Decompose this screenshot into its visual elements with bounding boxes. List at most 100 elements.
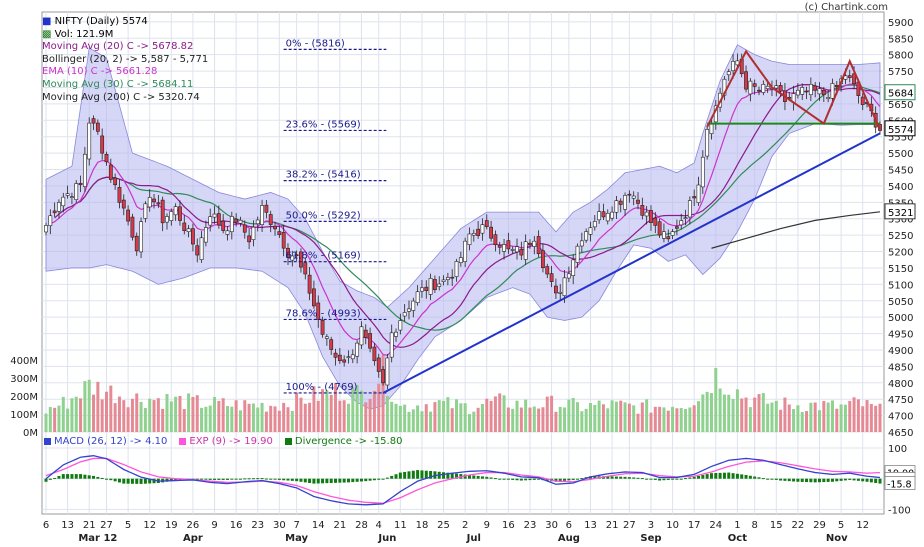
volume-bar	[692, 405, 696, 432]
volume-bar	[351, 386, 355, 432]
divergence-bar	[104, 478, 108, 480]
x-tick-label: 13	[61, 520, 74, 531]
candle-body	[91, 118, 96, 124]
volume-bar	[740, 398, 744, 432]
divergence-bar	[843, 478, 847, 481]
divergence-bar	[238, 478, 242, 480]
y-tick-label: 4700	[888, 412, 913, 423]
candle-body	[48, 215, 53, 227]
divergence-bar	[411, 470, 415, 479]
macd-legend-div: Divergence -> -15.80	[284, 436, 402, 447]
candle-body	[156, 202, 161, 205]
ma30-line	[58, 84, 881, 331]
candle-body	[312, 288, 316, 307]
divergence-bar	[632, 477, 636, 479]
divergence-bar	[66, 474, 70, 479]
month-label: May	[285, 533, 308, 544]
volume-bar	[865, 400, 869, 432]
candle-body	[238, 219, 243, 224]
y-tick-label: 5550	[888, 133, 913, 144]
candle-body	[299, 251, 303, 268]
divergence-bar	[334, 478, 338, 483]
volume-bar	[714, 367, 718, 432]
volume-bar	[295, 392, 299, 432]
candle-body	[558, 291, 563, 294]
candle-body	[247, 235, 251, 243]
divergence-bar	[856, 478, 860, 481]
volume-bar	[130, 398, 134, 432]
candle-body	[588, 227, 593, 235]
candle-body	[510, 249, 515, 251]
price-badge	[884, 203, 916, 220]
divergence-bar	[346, 478, 350, 483]
volume-bar	[515, 400, 519, 432]
candle-body	[212, 213, 217, 218]
candle-body	[571, 259, 576, 276]
candle-body	[808, 84, 813, 96]
divergence-bar	[809, 478, 813, 483]
candles	[44, 53, 882, 390]
candle-body	[121, 199, 126, 209]
volume-bar	[338, 400, 342, 432]
candle-body	[597, 211, 602, 221]
divergence-bar	[515, 478, 519, 481]
macd-legend-exp: EXP (9) -> 19.90	[179, 436, 273, 447]
divergence-bar	[321, 478, 325, 484]
candle-body	[376, 357, 381, 372]
volume-bar	[480, 404, 484, 432]
volume-bar	[601, 404, 605, 432]
divergence-bar	[359, 478, 363, 482]
divergence-bar	[813, 478, 817, 483]
candle-body	[830, 83, 835, 99]
candle-body	[752, 83, 757, 87]
divergence-bar	[610, 476, 614, 479]
candle-body	[489, 226, 493, 239]
candle-body	[705, 129, 710, 157]
x-tick-label: 5	[125, 520, 131, 531]
divergence-bar	[498, 478, 502, 480]
candle-body	[290, 255, 295, 261]
candle-body	[493, 234, 498, 245]
candle-body	[463, 240, 468, 262]
divergence-bar	[299, 478, 303, 482]
divergence-bar	[377, 478, 381, 480]
volume-bar	[459, 403, 463, 432]
candle-body	[532, 240, 537, 247]
candle-body	[363, 329, 368, 338]
candle-body	[251, 226, 256, 240]
divergence-bar	[243, 478, 247, 480]
candle-body	[44, 225, 48, 233]
divergence-bar	[731, 473, 735, 479]
volume-bar	[442, 400, 446, 432]
candle-body	[160, 199, 165, 224]
volume-bar	[44, 413, 48, 432]
divergence-bar	[537, 478, 541, 480]
divergence-bar	[135, 478, 139, 484]
volume-bar	[424, 404, 428, 432]
candle-body	[566, 273, 571, 279]
x-tick-label: 27	[100, 520, 113, 531]
divergence-bar	[511, 478, 515, 480]
divergence-bar	[53, 477, 57, 479]
divergence-bar	[744, 475, 748, 479]
divergence-bar	[818, 478, 822, 483]
fib-label: 0% - (5816)	[286, 38, 345, 49]
candle-body	[359, 326, 364, 346]
candle-body	[549, 273, 554, 282]
legend-ma30: Moving Avg (30) C -> 5684.11	[42, 78, 194, 90]
candle-body	[687, 200, 692, 218]
candle-body	[800, 87, 805, 95]
month-label: Mar 12	[78, 533, 117, 544]
volume-bar	[774, 400, 778, 432]
candle-body	[774, 85, 779, 89]
candle-body	[126, 209, 131, 222]
volume-bar	[53, 407, 57, 432]
vol-tick-label: 0M	[23, 428, 38, 439]
divergence-bar	[269, 478, 273, 480]
candle-body	[381, 369, 385, 384]
candle-body	[324, 336, 329, 339]
candle-body	[757, 89, 761, 92]
candle-body	[433, 279, 437, 291]
volume-bar	[156, 398, 160, 432]
candle-body	[761, 84, 766, 93]
